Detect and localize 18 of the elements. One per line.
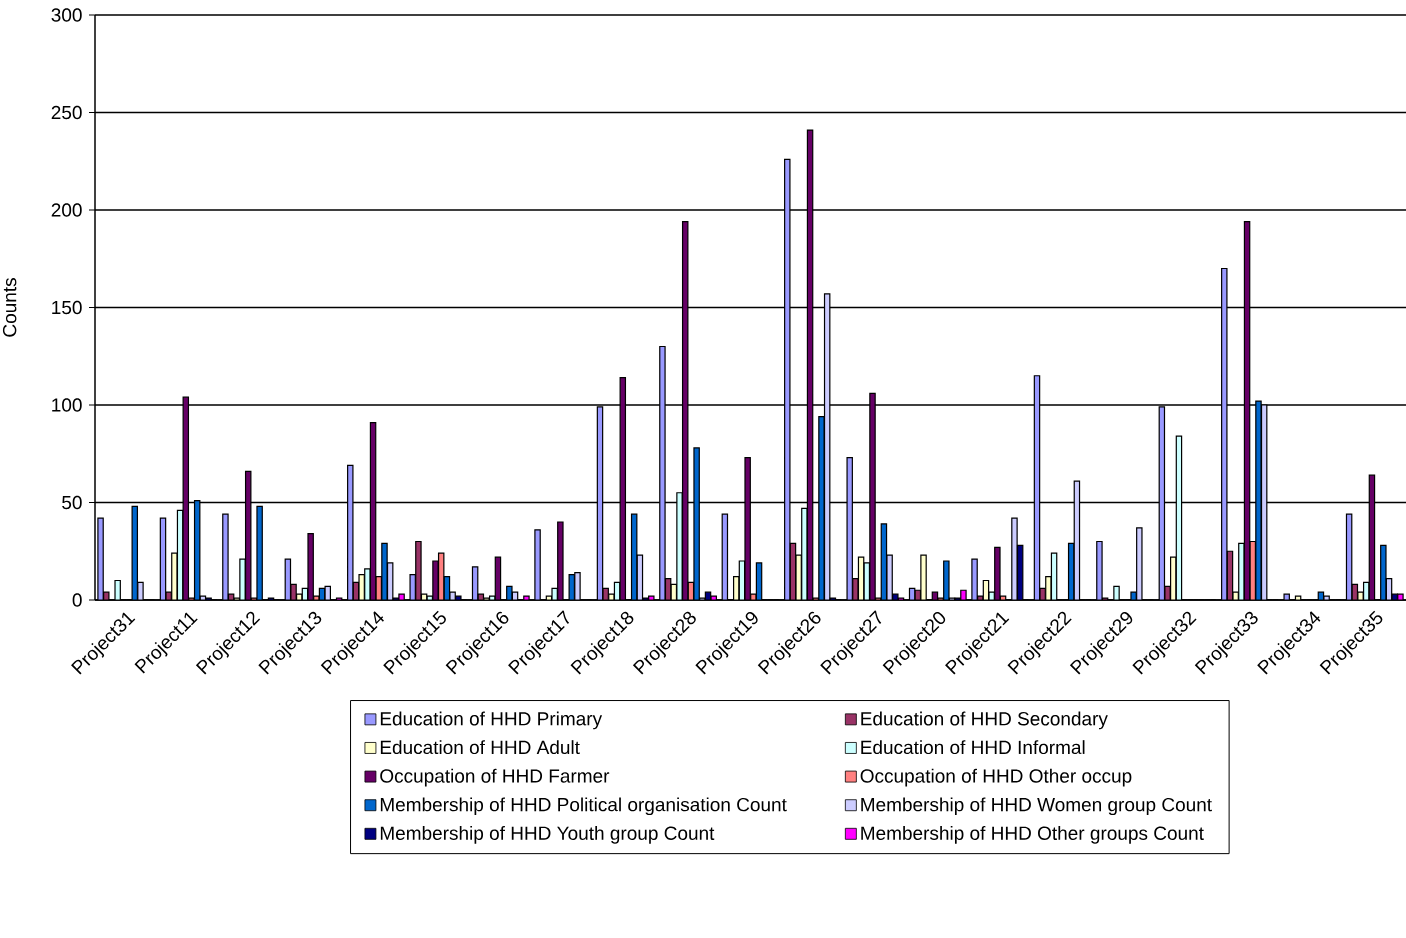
y-tick-label: 0 xyxy=(72,593,82,607)
y-axis-title: Counts xyxy=(2,278,17,337)
y-tick-label: 100 xyxy=(52,398,82,412)
y-tick-label: 300 xyxy=(51,8,82,22)
legend-label: Membership of HHD Youth group Count xyxy=(380,826,715,844)
legend-label: Education of HHD Adult xyxy=(380,740,580,755)
y-tick-label: 250 xyxy=(51,105,82,120)
legend-label: Membership of HHD Other groups Count xyxy=(861,826,1204,844)
legend-label: Membership of HHD Women group Count xyxy=(861,797,1212,816)
legend-label: Education of HHD Primary xyxy=(380,711,603,730)
legend-label: Education of HHD Secondary xyxy=(861,711,1108,730)
y-tick-label: 50 xyxy=(62,495,82,510)
y-tick-label: 150 xyxy=(52,300,82,315)
legend-label: Education of HHD Informal xyxy=(861,740,1085,755)
y-tick-label: 200 xyxy=(51,203,82,217)
legend-label: Occupation of HHD Other occup xyxy=(860,768,1132,787)
legend-label: Membership of HHD Political organisation Count xyxy=(380,797,787,816)
legend-label: Occupation of HHD Farmer xyxy=(380,768,610,787)
